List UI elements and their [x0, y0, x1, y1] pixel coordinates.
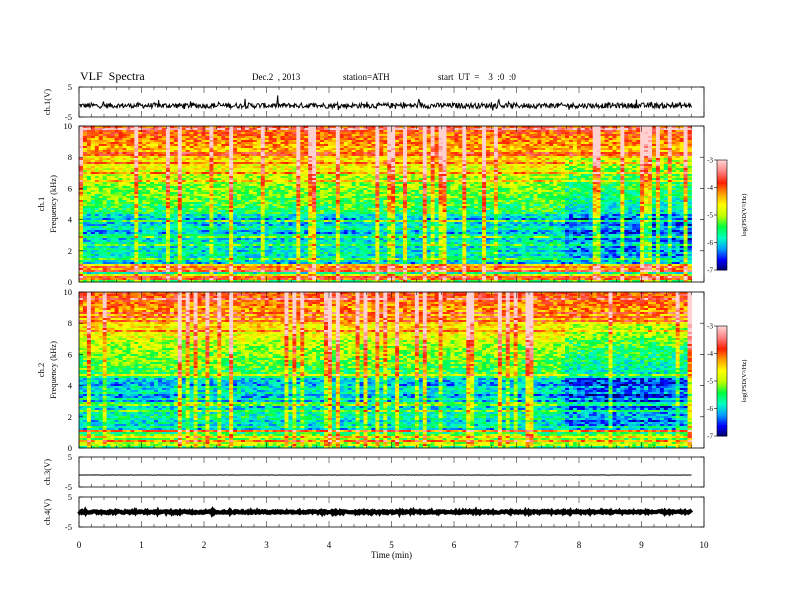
x-tick-label: 9: [639, 540, 644, 550]
x-tick-label: 10: [700, 540, 710, 550]
station-label: station=ATH: [343, 72, 390, 82]
ch1-spec-channel-label: ch.1: [36, 197, 46, 211]
y-tick-label: -5: [65, 522, 72, 532]
y-tick-label: 5: [68, 82, 72, 92]
y-tick-label: 5: [68, 492, 72, 502]
panel-frame-0: 5 -5: [65, 82, 705, 122]
y-tick-label: 10: [64, 121, 73, 131]
y-tick-label: 2: [68, 412, 72, 422]
colorbar-tick-label: -7: [707, 267, 713, 275]
ch4-wave-ylabel: ch.4(V): [42, 499, 52, 525]
ch1-spec-frequency-label: Frequency (kHz): [48, 175, 58, 233]
y-tick-label: 0: [68, 277, 72, 287]
colorbar-tick-label: -6: [707, 239, 713, 247]
x-tick-label: 2: [202, 540, 207, 550]
start-ut-label: start UT = 3 :0 :0: [438, 72, 516, 82]
ch2-colorbar: -3 -4 -5 -6 -7 log(PSD(V²/Hz): [707, 323, 748, 441]
ch4-trace: [77, 505, 694, 519]
y-tick-label: 6: [68, 183, 72, 193]
y-tick-label: 10: [64, 287, 73, 297]
figure-title: VLF Spectra: [80, 69, 145, 84]
x-tick-label: 7: [514, 540, 519, 550]
colorbar-tick-label: -5: [707, 378, 713, 386]
colorbar-tick-label: -4: [707, 350, 713, 358]
ch1-wave-ylabel: ch.1(V): [42, 89, 52, 115]
ch2-spectrogram: [79, 292, 692, 449]
colorbar-tick-label: -5: [707, 212, 713, 220]
colorbar-tick-label: -6: [707, 405, 713, 413]
y-tick-label: 8: [68, 318, 72, 328]
y-tick-label: 6: [68, 349, 72, 359]
y-tick-label: -5: [65, 112, 72, 122]
y-tick-label: 0: [68, 443, 72, 453]
x-tick-label: 8: [577, 540, 582, 550]
x-tick-label: 1: [139, 540, 144, 550]
ch3-wave-ylabel: ch.3(V): [42, 459, 52, 485]
panel-frame-1: 10 8 6 4 2 0: [64, 121, 705, 287]
ch2-spec-channel-label: ch.2: [36, 363, 46, 377]
x-tick-label: 6: [452, 540, 457, 550]
colorbar-tick-label: -3: [707, 157, 713, 165]
y-tick-label: 4: [68, 381, 73, 391]
colorbar-tick-label: -3: [707, 323, 713, 331]
y-tick-label: 8: [68, 152, 72, 162]
panel-frame-3: 5 -5: [65, 452, 705, 492]
colorbar-tick-label: -7: [707, 433, 713, 441]
x-axis-label: Time (min): [371, 550, 412, 560]
colorbar-label: log(PSD(V²/Hz): [741, 360, 748, 403]
colorbar-tick-label: -4: [707, 184, 713, 192]
x-tick-label: 4: [327, 540, 332, 550]
ch1-colorbar: -3 -4 -5 -6 -7 log(PSD(V²/Hz): [707, 157, 748, 275]
colorbar-label: log(PSD(V²/Hz): [741, 194, 748, 237]
date-label: Dec.2 , 2013: [252, 72, 300, 82]
y-tick-label: 2: [68, 246, 72, 256]
panel-frame-2: 10 8 6 4 2 0: [64, 287, 705, 453]
ch1-spectrogram: [79, 126, 692, 283]
x-tick-label: 0: [77, 540, 82, 550]
ch1-trace: [78, 95, 692, 111]
ch2-spec-frequency-label: Frequency (kHz): [48, 341, 58, 399]
y-tick-label: 4: [68, 215, 73, 225]
y-tick-label: 5: [68, 452, 72, 462]
x-tick-label: 3: [264, 540, 269, 550]
panel-frame-4: 5 -5: [65, 492, 705, 532]
x-tick-label: 5: [389, 540, 394, 550]
y-tick-label: -5: [65, 482, 72, 492]
